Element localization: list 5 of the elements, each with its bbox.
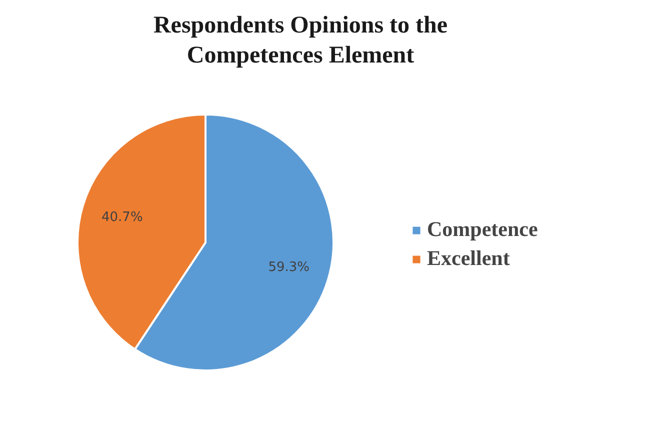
data-label: 40.7% bbox=[102, 210, 143, 225]
chart-title: Respondents Opinions to the Competences Element bbox=[153, 12, 448, 68]
legend-label: Competence bbox=[427, 217, 538, 242]
data-label: 59.3% bbox=[268, 260, 310, 276]
legend-label: Excellent bbox=[427, 246, 510, 271]
